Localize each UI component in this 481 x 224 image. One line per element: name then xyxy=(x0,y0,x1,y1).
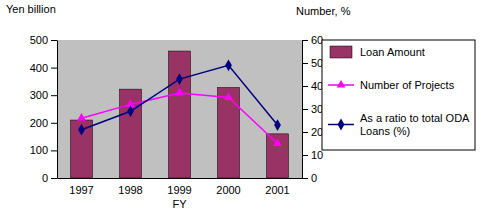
tick: 10 xyxy=(302,149,323,161)
marker xyxy=(78,124,85,136)
y2-axis-title: Number, % xyxy=(296,5,351,17)
tick-mark xyxy=(51,95,57,96)
legend-label: Number of Projects xyxy=(360,79,455,91)
tick-label: 500 xyxy=(30,34,48,46)
y-axis-title: Yen billion xyxy=(6,3,56,15)
tick-mark xyxy=(51,178,57,179)
tick-mark xyxy=(302,132,308,133)
bar xyxy=(266,134,288,178)
tick-label: 60 xyxy=(311,34,323,46)
tick: 100 xyxy=(30,144,57,156)
marker xyxy=(77,113,86,121)
tick-label: 10 xyxy=(311,149,323,161)
tick-label: 40 xyxy=(311,80,323,92)
tick-mark xyxy=(302,86,308,87)
line xyxy=(82,65,278,129)
legend-box xyxy=(322,40,475,150)
plot-background xyxy=(57,40,302,178)
tick: 0 xyxy=(42,172,57,184)
legend-marker xyxy=(338,119,345,131)
bar xyxy=(217,87,239,178)
tick-label: 20 xyxy=(311,126,323,138)
tick: 500 xyxy=(30,34,57,46)
marker xyxy=(273,138,282,146)
axis-line xyxy=(57,41,58,179)
x-axis-title: FY xyxy=(172,198,187,210)
tick: 1998 xyxy=(118,184,142,196)
legend-label: Loan Amount xyxy=(360,46,425,58)
tick-label: 0 xyxy=(42,172,48,184)
tick-mark xyxy=(51,68,57,69)
bar xyxy=(168,51,190,178)
tick-label: 200 xyxy=(30,117,48,129)
tick: 60 xyxy=(302,34,323,46)
tick-label: 400 xyxy=(30,62,48,74)
tick-label: 50 xyxy=(311,57,323,69)
tick-mark xyxy=(51,40,57,41)
tick: 2000 xyxy=(216,184,240,196)
tick-mark xyxy=(51,150,57,151)
tick-mark xyxy=(51,123,57,124)
tick-mark xyxy=(302,109,308,110)
tick-mark xyxy=(302,155,308,156)
tick: 300 xyxy=(30,89,57,101)
tick: 1997 xyxy=(69,184,93,196)
tick-mark xyxy=(302,63,308,64)
tick: 400 xyxy=(30,62,57,74)
marker xyxy=(176,73,183,85)
legend-label: As a ratio to total ODALoans (%) xyxy=(360,112,470,137)
tick-mark xyxy=(302,40,308,41)
tick-label: 30 xyxy=(311,103,323,115)
y-axis: 0 100 200 300 400 500 xyxy=(30,34,58,184)
bar xyxy=(70,120,92,178)
tick: 200 xyxy=(30,117,57,129)
tick: 0 xyxy=(302,172,317,184)
chart: 0100200300400500010203040506019971998199… xyxy=(0,0,481,224)
tick-label: 1997 xyxy=(69,184,93,196)
tick: 20 xyxy=(302,126,323,138)
tick-label: 2001 xyxy=(265,184,289,196)
legend-swatch xyxy=(330,46,352,58)
tick-label: 2000 xyxy=(216,184,240,196)
tick: 30 xyxy=(302,103,323,115)
marker xyxy=(127,105,134,117)
marker xyxy=(225,59,232,71)
marker xyxy=(224,92,233,100)
tick: 1999 xyxy=(167,184,191,196)
tick-label: 1999 xyxy=(167,184,191,196)
x-axis: 1997 1998 1999 2000 2001 xyxy=(58,179,303,196)
tick-mark xyxy=(302,178,308,179)
tick: 40 xyxy=(302,80,323,92)
tick-label: 1998 xyxy=(118,184,142,196)
y2-axis: 0 10 20 30 40 50 60 xyxy=(302,34,323,184)
legend-marker xyxy=(337,80,346,88)
tick-label: 0 xyxy=(311,172,317,184)
axis-line xyxy=(58,178,303,179)
tick-label: 100 xyxy=(30,144,48,156)
tick: 50 xyxy=(302,57,323,69)
marks xyxy=(70,51,288,178)
legend: Loan Amount Number of Projects As a ratio … xyxy=(322,40,475,150)
marker xyxy=(175,88,184,96)
tick: 2001 xyxy=(265,184,289,196)
tick-label: 300 xyxy=(30,89,48,101)
marker xyxy=(274,119,281,131)
